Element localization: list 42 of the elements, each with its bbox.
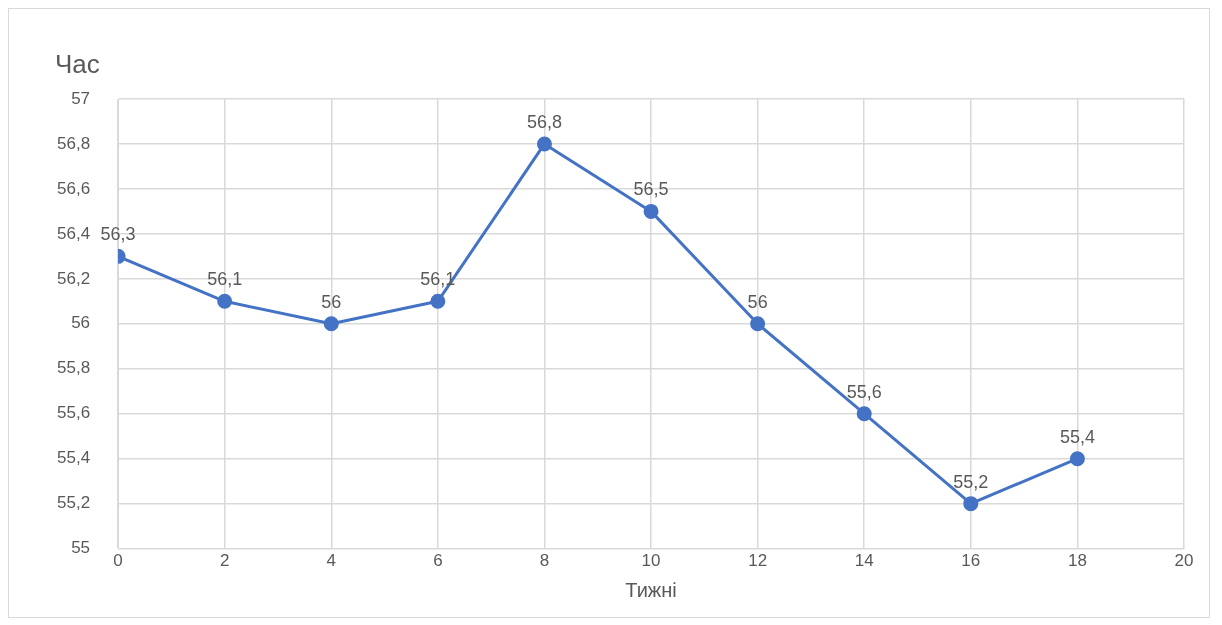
y-tick-label: 55,2 <box>56 493 91 513</box>
x-tick-label: 2 <box>219 551 230 571</box>
y-tick-label: 56,6 <box>56 178 91 198</box>
y-tick-label: 55,4 <box>56 448 91 468</box>
point <box>430 293 446 309</box>
data-label: 56,3 <box>100 224 136 245</box>
x-tick-label: 0 <box>113 551 123 571</box>
y-tick-label: 55 <box>71 538 91 558</box>
x-tick-label: 4 <box>326 551 336 571</box>
x-tick-label: 12 <box>748 551 768 571</box>
point <box>856 406 872 422</box>
x-tick-label: 18 <box>1067 551 1087 571</box>
data-label: 55,4 <box>1059 426 1095 447</box>
x-tick-label: 14 <box>854 551 874 571</box>
x-tick-label: 16 <box>961 551 981 571</box>
data-label: 56,8 <box>526 111 562 132</box>
y-tick-label: 56 <box>71 313 91 333</box>
x-tick-label: 20 <box>1174 551 1194 571</box>
data-label: 55,6 <box>846 381 882 402</box>
x-tick-label: 10 <box>641 551 661 571</box>
point <box>963 496 979 512</box>
y-tick-label: 57 <box>71 88 91 108</box>
point <box>536 136 552 152</box>
point <box>750 316 766 332</box>
data-label: 56 <box>747 291 768 312</box>
y-tick-label: 55,6 <box>56 403 91 423</box>
point <box>323 316 339 332</box>
data-label: 56 <box>321 291 342 312</box>
y-tick-label: 56,4 <box>56 223 91 243</box>
x-tick-label: 6 <box>433 551 443 571</box>
y-tick-label: 56,2 <box>56 268 91 288</box>
x-tick-label: 8 <box>539 551 550 571</box>
data-label: 55,2 <box>953 471 989 492</box>
y-axis-title: Час <box>55 49 100 80</box>
data-label: 56,5 <box>633 179 669 200</box>
x-axis-title: Тижні <box>625 578 677 601</box>
y-tick-label: 56,8 <box>56 133 91 153</box>
y-tick-label: 55,8 <box>56 358 91 378</box>
point <box>217 293 233 309</box>
point <box>643 203 659 219</box>
point <box>1069 451 1085 467</box>
data-label: 56,1 <box>207 269 243 290</box>
